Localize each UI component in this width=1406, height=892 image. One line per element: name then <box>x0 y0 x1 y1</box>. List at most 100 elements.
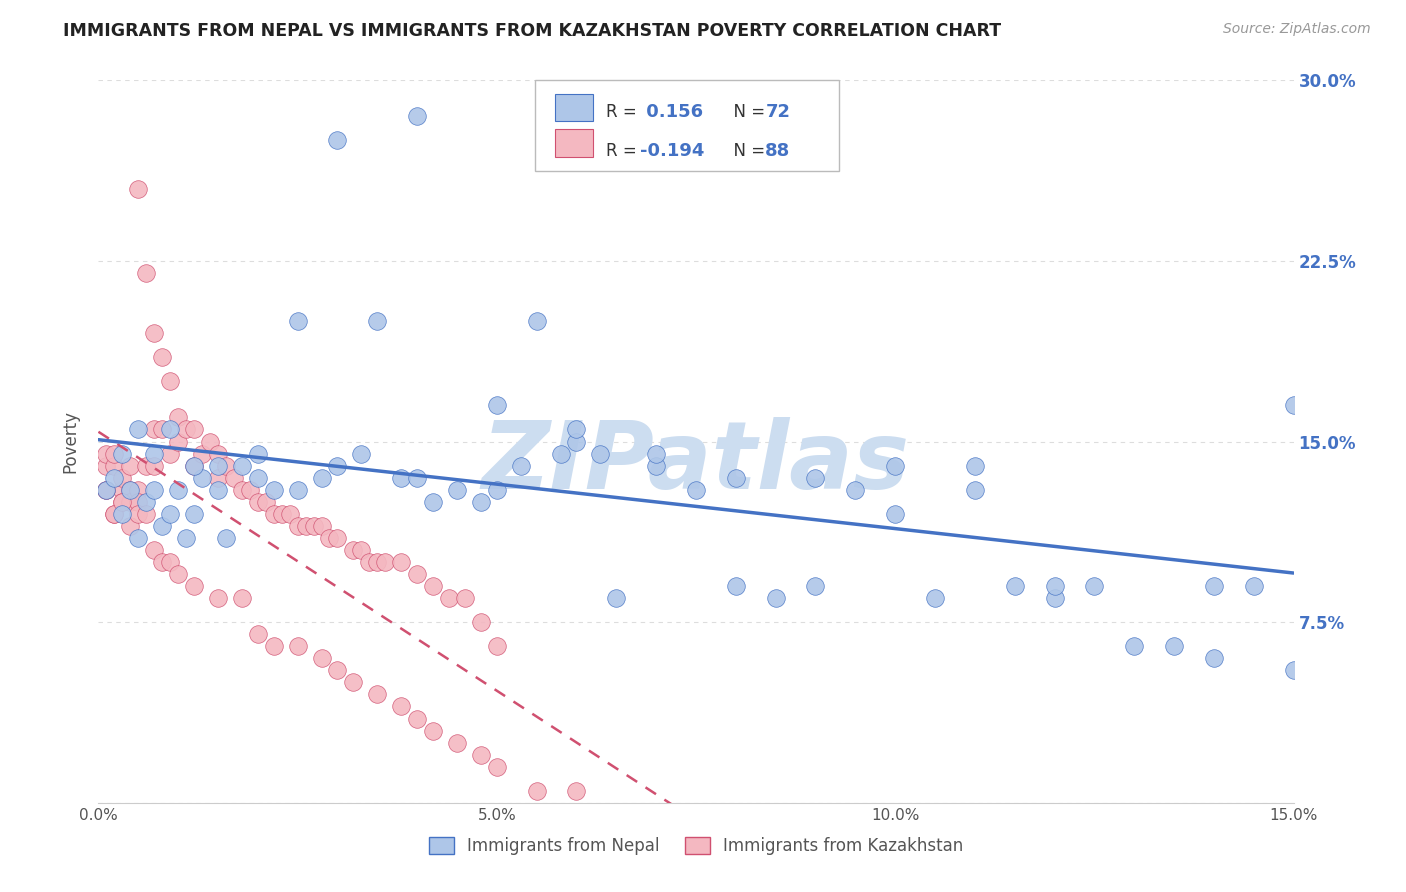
Point <box>143 483 166 497</box>
Point <box>605 591 627 605</box>
Point <box>422 579 444 593</box>
Point <box>963 483 986 497</box>
Point <box>1043 579 1066 593</box>
Point <box>127 181 149 195</box>
Point <box>135 507 157 521</box>
Point <box>1083 579 1105 593</box>
Point <box>924 591 946 605</box>
Point <box>406 109 429 123</box>
Point <box>1043 591 1066 605</box>
Point <box>215 531 238 545</box>
Point <box>111 446 134 460</box>
Point <box>804 470 827 484</box>
Point <box>246 494 269 508</box>
Point <box>191 470 214 484</box>
Point <box>96 446 118 460</box>
Point <box>103 507 125 521</box>
Point <box>103 507 125 521</box>
Point <box>207 483 229 497</box>
Text: R =: R = <box>606 142 643 160</box>
Point <box>311 470 333 484</box>
Point <box>246 627 269 641</box>
Point <box>103 458 125 473</box>
Point <box>1243 579 1265 593</box>
Point <box>143 326 166 340</box>
Point <box>1004 579 1026 593</box>
Point <box>135 458 157 473</box>
Point <box>1282 398 1305 412</box>
Point <box>150 350 173 364</box>
Point <box>302 518 325 533</box>
Point <box>159 446 181 460</box>
Point <box>103 446 125 460</box>
Text: 72: 72 <box>765 103 790 121</box>
Point <box>350 446 373 460</box>
Point <box>526 314 548 328</box>
Point <box>724 579 747 593</box>
Point <box>222 470 245 484</box>
Point <box>884 507 907 521</box>
Point <box>207 446 229 460</box>
Point <box>406 567 429 582</box>
Point <box>550 446 572 460</box>
Point <box>342 675 364 690</box>
Point <box>565 434 588 449</box>
Text: Source: ZipAtlas.com: Source: ZipAtlas.com <box>1223 22 1371 37</box>
Point <box>111 507 134 521</box>
Point <box>167 410 190 425</box>
Point <box>246 470 269 484</box>
Point <box>263 639 285 653</box>
Point <box>1123 639 1146 653</box>
Point <box>198 434 221 449</box>
Point <box>645 458 668 473</box>
Point <box>111 494 134 508</box>
Point <box>143 542 166 557</box>
Point <box>183 458 205 473</box>
Point <box>254 494 277 508</box>
Point <box>270 507 292 521</box>
Point <box>111 494 134 508</box>
Point <box>366 314 388 328</box>
Point <box>326 664 349 678</box>
Point <box>96 483 118 497</box>
Point <box>239 483 262 497</box>
Legend: Immigrants from Nepal, Immigrants from Kazakhstan: Immigrants from Nepal, Immigrants from K… <box>420 829 972 863</box>
Point <box>287 639 309 653</box>
FancyBboxPatch shape <box>555 129 593 157</box>
Point <box>311 651 333 665</box>
Text: -0.194: -0.194 <box>640 142 704 160</box>
Point <box>215 458 238 473</box>
Point <box>120 483 142 497</box>
Y-axis label: Poverty: Poverty <box>62 410 80 473</box>
Point <box>183 458 205 473</box>
Point <box>485 483 508 497</box>
Point <box>183 579 205 593</box>
Text: ZIPatlas: ZIPatlas <box>482 417 910 509</box>
Point <box>1163 639 1185 653</box>
Point <box>389 699 412 714</box>
Point <box>191 446 214 460</box>
Text: 0.156: 0.156 <box>640 103 703 121</box>
Point <box>246 446 269 460</box>
Point <box>565 422 588 436</box>
Point <box>143 422 166 436</box>
Point <box>422 494 444 508</box>
FancyBboxPatch shape <box>555 94 593 121</box>
Point <box>374 555 396 569</box>
Point <box>318 531 340 545</box>
Point <box>207 470 229 484</box>
Point <box>446 735 468 749</box>
Point <box>120 483 142 497</box>
Text: R =: R = <box>606 103 643 121</box>
Point <box>120 494 142 508</box>
Point <box>326 458 349 473</box>
Point <box>231 591 253 605</box>
Point <box>406 470 429 484</box>
Point <box>422 723 444 738</box>
Point <box>263 483 285 497</box>
Point <box>389 470 412 484</box>
Point <box>135 266 157 280</box>
Point <box>470 615 492 630</box>
Point <box>96 483 118 497</box>
Point <box>207 458 229 473</box>
